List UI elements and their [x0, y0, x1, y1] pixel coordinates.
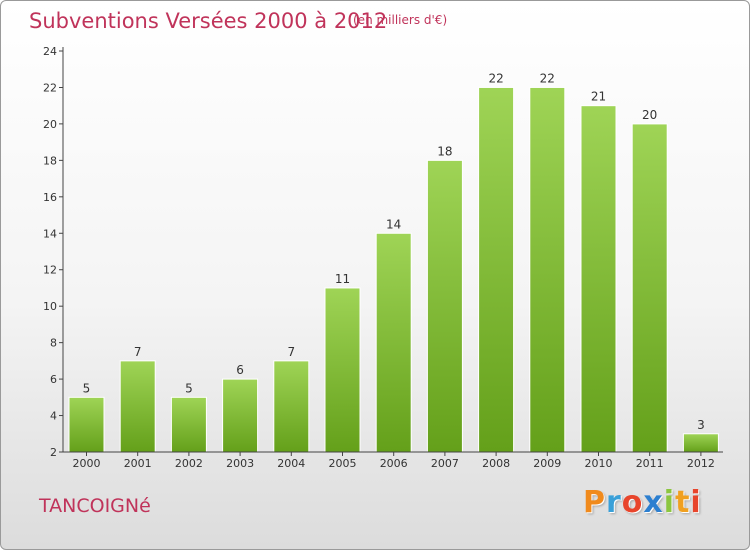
x-tick-label-2006: 2006 — [380, 457, 408, 470]
logo-letter: x — [643, 485, 664, 520]
y-tick-label-8: 8 — [50, 337, 57, 350]
axes-group: 2000 2001 2002 2003 2004 2005 2006 2007 2008 2009… — [43, 45, 723, 470]
x-tick-label-2005: 2005 — [329, 457, 357, 470]
logo-letter: i — [690, 485, 702, 520]
data-label-2001: 7 — [134, 345, 142, 359]
y-tick-label-14: 14 — [43, 227, 57, 240]
data-label-2000: 5 — [83, 381, 91, 395]
bar-2004 — [273, 360, 310, 453]
y-tick-label-16: 16 — [43, 191, 57, 204]
x-tick-label-2012: 2012 — [687, 457, 715, 470]
bar-2003 — [222, 378, 259, 453]
logo-letter: r — [606, 485, 622, 520]
data-label-2006: 14 — [386, 217, 401, 231]
chart-title: Subventions Versées 2000 à 2012 — [29, 9, 388, 33]
x-tick-label-2011: 2011 — [636, 457, 664, 470]
logo-letter: P — [583, 485, 606, 520]
bar-2000 — [68, 396, 105, 453]
bar-2011 — [631, 123, 668, 453]
logo-letter: i — [663, 485, 676, 520]
bar-2007 — [426, 159, 463, 453]
y-tick-label-12: 12 — [43, 264, 57, 277]
x-tick-label-2008: 2008 — [482, 457, 510, 470]
y-tick-label-4: 4 — [50, 410, 57, 423]
data-label-2010: 21 — [591, 90, 606, 104]
y-tick-label-20: 20 — [43, 118, 57, 131]
x-tick-label-2007: 2007 — [431, 457, 459, 470]
bar-2010 — [580, 105, 617, 453]
data-label-2008: 22 — [488, 71, 503, 85]
logo-letter: t — [675, 485, 691, 520]
bars-group: 5 7 5 6 7 11 14 18 22 22 21 20 3 — [68, 71, 719, 453]
data-label-2009: 22 — [540, 71, 555, 85]
x-tick-label-2003: 2003 — [226, 457, 254, 470]
bar-2002 — [170, 396, 207, 453]
x-tick-label-2001: 2001 — [124, 457, 152, 470]
data-label-2007: 18 — [437, 144, 452, 158]
logo-letter: o — [621, 485, 644, 520]
x-tick-label-2002: 2002 — [175, 457, 203, 470]
bar-2008 — [478, 86, 515, 453]
bar-2005 — [324, 287, 361, 453]
x-tick-label-2000: 2000 — [73, 457, 101, 470]
data-label-2011: 20 — [642, 108, 657, 122]
place-name: TANCOIGNé — [39, 495, 151, 517]
y-tick-label-24: 24 — [43, 45, 57, 58]
bar-2001 — [119, 360, 156, 453]
data-label-2003: 6 — [236, 363, 244, 377]
x-tick-label-2010: 2010 — [585, 457, 613, 470]
y-tick-label-22: 22 — [43, 81, 57, 94]
x-tick-label-2004: 2004 — [277, 457, 305, 470]
data-label-2002: 5 — [185, 381, 193, 395]
y-tick-label-10: 10 — [43, 300, 57, 313]
y-tick-label-6: 6 — [50, 373, 57, 386]
data-label-2005: 11 — [335, 272, 350, 286]
y-tick-label-18: 18 — [43, 154, 57, 167]
data-label-2004: 7 — [287, 345, 295, 359]
proxiti-logo[interactable]: Proxiti — [583, 485, 702, 520]
y-tick-label-2: 2 — [50, 446, 57, 459]
bar-2012 — [682, 433, 719, 453]
chart-subtitle: (en milliers d'€) — [353, 13, 448, 27]
data-label-2012: 3 — [697, 418, 705, 432]
bar-2009 — [529, 86, 566, 453]
x-tick-label-2009: 2009 — [533, 457, 561, 470]
bar-2006 — [375, 232, 412, 453]
